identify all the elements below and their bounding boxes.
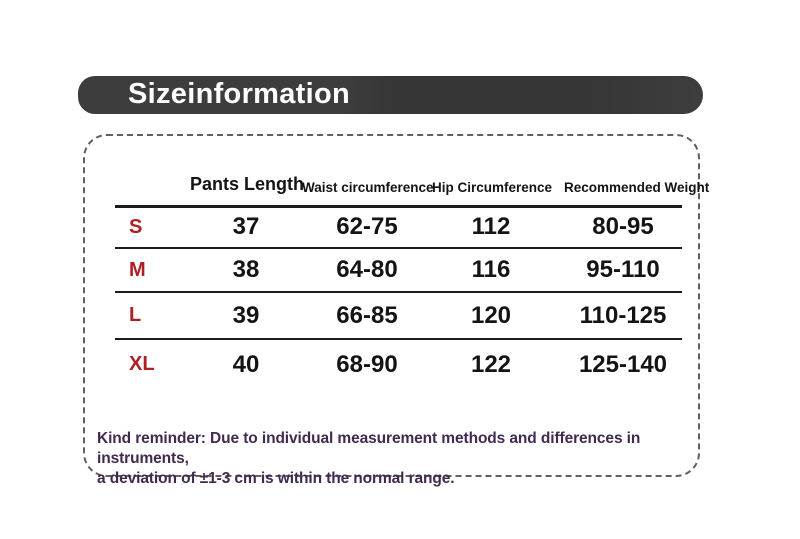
pants-length-value: 37 [190,206,302,249]
kind-reminder-line2: a deviation of ±1-3 cm is within the nor… [97,470,455,487]
table-row: M 38 64-80 116 95-110 [115,248,682,293]
pants-length-value: 39 [190,292,302,340]
table-row: XL 40 68-90 122 125-140 [115,339,682,389]
table-header-row: Pants Length Waist circumference Hip Cir… [115,163,709,208]
page-title: Sizeinformation [128,78,351,110]
size-label: M [115,248,190,293]
table-row: L 39 66-85 120 110-125 [115,292,682,340]
recommended-weight-value: 125-140 [578,350,668,378]
waist-circumference-header: Waist circumference [302,163,434,208]
recommended-weight-value: 95-110 [550,248,682,293]
pants-length-header: Pants Length [190,163,304,208]
kind-reminder-line1: Kind reminder: Due to individual measure… [97,430,641,467]
waist-circumference-value: 64-80 [302,248,432,293]
hip-circumference-value: 116 [432,248,550,293]
size-column-header [115,163,190,208]
pants-length-value: 40 [232,350,260,378]
size-label: L [115,292,190,340]
size-info-banner: Sizeinformation [78,76,703,114]
hip-circumference-value: 120 [432,292,550,340]
recommended-weight-value: 110-125 [550,292,682,340]
hip-circumference-value: 112 [432,206,550,249]
hip-circumference-value: 122 [470,350,512,378]
pants-length-value: 38 [190,248,302,293]
size-label: XL [129,353,155,375]
size-table: Pants Length Waist circumference Hip Cir… [115,163,709,389]
waist-circumference-value: 62-75 [302,206,432,249]
waist-circumference-value: 68-90 [336,350,398,378]
kind-reminder-note: Kind reminder: Due to individual measure… [97,429,692,489]
size-label: S [115,206,190,249]
hip-circumference-header: Hip Circumference [432,163,552,208]
waist-circumference-value: 66-85 [302,292,432,340]
table-row: S 37 62-75 112 80-95 [115,206,682,249]
recommended-weight-header: Recommended Weight [550,163,709,208]
recommended-weight-value: 80-95 [550,206,682,249]
